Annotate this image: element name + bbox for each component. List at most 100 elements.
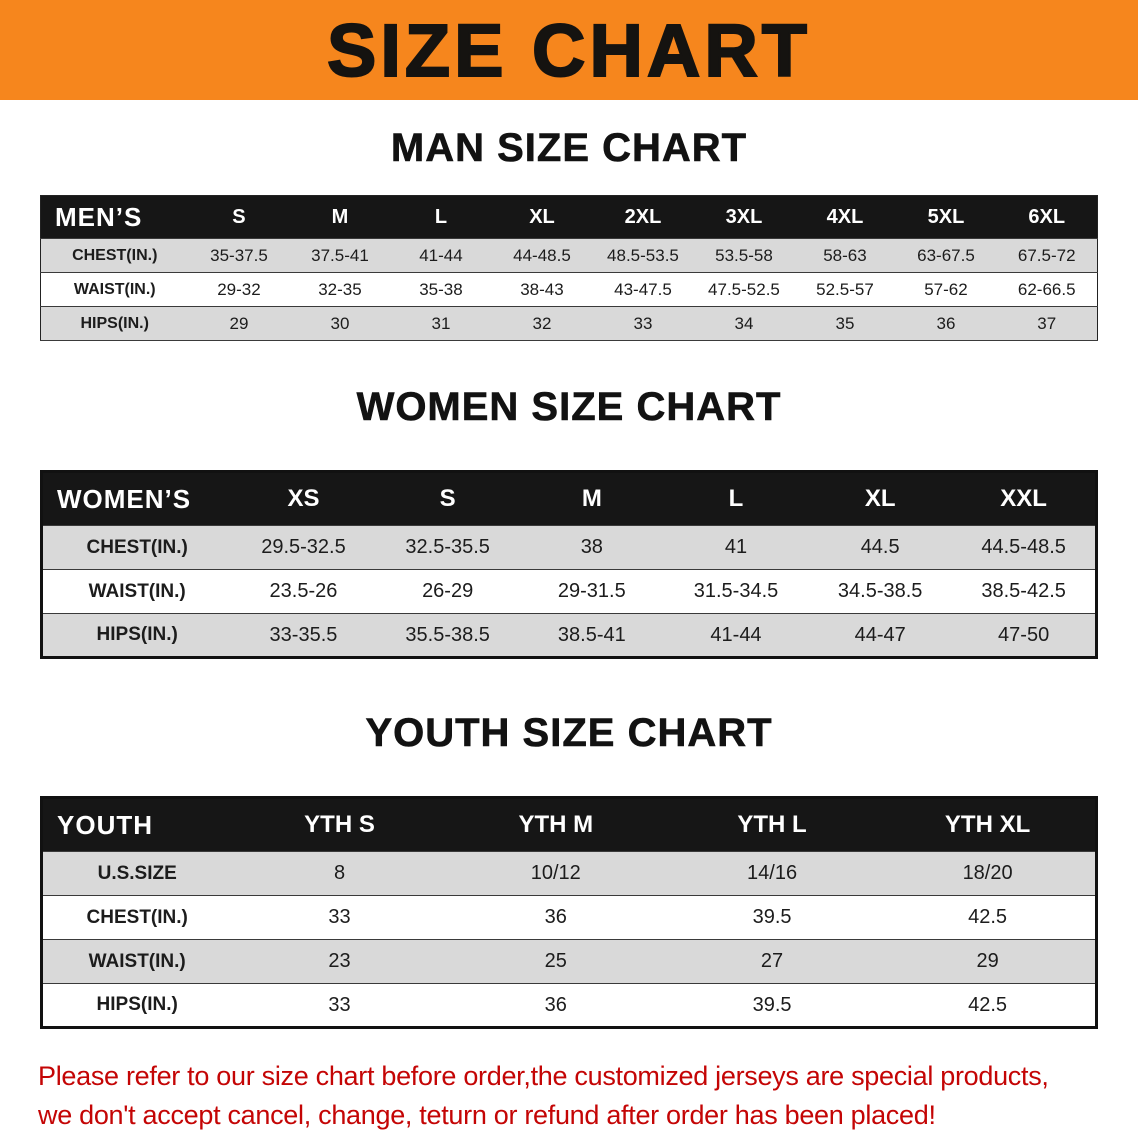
value-cell: 39.5 [663, 983, 881, 1028]
size-column-header: 6XL [996, 195, 1098, 239]
banner: SIZE CHART [0, 0, 1138, 100]
size-column-header: M [289, 195, 391, 239]
value-cell: 27 [663, 939, 881, 984]
value-cell: 23.5-26 [231, 569, 376, 614]
value-cell: 33 [231, 895, 448, 940]
value-cell: 42.5 [880, 983, 1097, 1028]
note-line-1: Please refer to our size chart before or… [38, 1061, 1049, 1091]
table-header-row: WOMEN’S XS S M L XL XXL [41, 471, 1097, 526]
value-cell: 36 [447, 895, 664, 940]
value-cell: 44-47 [808, 613, 953, 658]
value-cell: 25 [447, 939, 664, 984]
size-column-header: XL [808, 471, 953, 526]
value-cell: 35-37.5 [188, 238, 290, 273]
value-cell: 41-44 [390, 238, 492, 273]
value-cell: 57-62 [895, 272, 997, 307]
size-column-header: 5XL [895, 195, 997, 239]
row-label-cell: WAIST(IN.) [41, 939, 232, 984]
table-row: WAIST(IN.) 23.5-26 26-29 29-31.5 31.5-34.5 34… [41, 569, 1097, 614]
value-cell: 34 [693, 306, 795, 341]
table-row: CHEST(IN.) 29.5-32.5 32.5-35.5 38 41 44.5 44.5… [41, 525, 1097, 570]
size-column-header: YTH L [663, 797, 881, 852]
value-cell: 36 [447, 983, 664, 1028]
table-row: CHEST(IN.) 33 36 39.5 42.5 [41, 895, 1097, 940]
page-title: SIZE CHART [326, 8, 811, 93]
value-cell: 43-47.5 [592, 272, 694, 307]
value-cell: 63-67.5 [895, 238, 997, 273]
value-cell: 44-48.5 [491, 238, 593, 273]
youth-size-table: YOUTH YTH S YTH M YTH L YTH XL U.S.SIZE 8 10/12… [40, 796, 1098, 1029]
value-cell: 58-63 [794, 238, 896, 273]
row-label-cell: WAIST(IN.) [40, 272, 189, 307]
size-column-header: L [663, 471, 809, 526]
table-row: HIPS(IN.) 33-35.5 35.5-38.5 38.5-41 41-44 44-… [41, 613, 1097, 658]
value-cell: 32 [491, 306, 593, 341]
value-cell: 39.5 [663, 895, 881, 940]
value-cell: 26-29 [375, 569, 520, 614]
value-cell: 33-35.5 [231, 613, 376, 658]
value-cell: 38 [519, 525, 664, 570]
table-row: HIPS(IN.) 33 36 39.5 42.5 [41, 983, 1097, 1028]
size-column-header: XXL [952, 471, 1097, 526]
size-column-header: M [519, 471, 664, 526]
table-row: WAIST(IN.) 23 25 27 29 [41, 939, 1097, 984]
row-label-cell: CHEST(IN.) [41, 525, 232, 570]
value-cell: 29 [880, 939, 1097, 984]
value-cell: 38.5-41 [519, 613, 664, 658]
row-label-cell: HIPS(IN.) [40, 306, 189, 341]
row-label-cell: CHEST(IN.) [40, 238, 189, 273]
value-cell: 32-35 [289, 272, 391, 307]
men-size-table: MEN’S S M L XL 2XL 3XL 4XL 5XL 6XL CHEST(IN.) 35-37… [40, 195, 1098, 341]
table-row: CHEST(IN.) 35-37.5 37.5-41 41-44 44-48.5 48.5… [40, 238, 1098, 273]
table-row: WAIST(IN.) 29-32 32-35 35-38 38-43 43-47.5 47.… [40, 272, 1098, 307]
row-label-cell: HIPS(IN.) [41, 983, 232, 1028]
value-cell: 29-31.5 [519, 569, 664, 614]
size-column-header: 3XL [693, 195, 795, 239]
value-cell: 47-50 [952, 613, 1097, 658]
value-cell: 35-38 [390, 272, 492, 307]
value-cell: 35.5-38.5 [375, 613, 520, 658]
value-cell: 42.5 [880, 895, 1097, 940]
table-title-cell: WOMEN’S [41, 471, 232, 526]
value-cell: 29.5-32.5 [231, 525, 376, 570]
value-cell: 52.5-57 [794, 272, 896, 307]
note-line-2: we don't accept cancel, change, teturn o… [38, 1100, 936, 1131]
size-column-header: XL [491, 195, 593, 239]
women-section-heading: WOMEN SIZE CHART [356, 385, 782, 430]
value-cell: 32.5-35.5 [375, 525, 520, 570]
section-men: MAN SIZE CHART MEN’S S M L XL 2XL 3XL 4XL 5XL 6XL… [0, 126, 1138, 341]
value-cell: 37.5-41 [289, 238, 391, 273]
value-cell: 47.5-52.5 [693, 272, 795, 307]
table-title-cell: YOUTH [41, 797, 232, 852]
row-label-cell: WAIST(IN.) [41, 569, 232, 614]
value-cell: 10/12 [447, 851, 664, 896]
table-header-row: MEN’S S M L XL 2XL 3XL 4XL 5XL 6XL [40, 195, 1098, 239]
value-cell: 18/20 [880, 851, 1097, 896]
value-cell: 62-66.5 [996, 272, 1098, 307]
value-cell: 41-44 [663, 613, 809, 658]
section-youth: YOUTH SIZE CHART YOUTH YTH S YTH M YTH L YTH… [0, 711, 1138, 1029]
value-cell: 33 [592, 306, 694, 341]
size-column-header: L [390, 195, 492, 239]
value-cell: 38.5-42.5 [952, 569, 1097, 614]
size-column-header: 2XL [592, 195, 694, 239]
table-row: HIPS(IN.) 29 30 31 32 33 34 35 36 37 [40, 306, 1098, 341]
value-cell: 48.5-53.5 [592, 238, 694, 273]
value-cell: 14/16 [663, 851, 881, 896]
value-cell: 30 [289, 306, 391, 341]
size-column-header: XS [231, 471, 376, 526]
value-cell: 29 [188, 306, 290, 341]
size-column-header: S [375, 471, 520, 526]
size-column-header: 4XL [794, 195, 896, 239]
size-column-header: YTH S [231, 797, 448, 852]
men-section-heading: MAN SIZE CHART [390, 126, 748, 171]
value-cell: 35 [794, 306, 896, 341]
value-cell: 53.5-58 [693, 238, 795, 273]
value-cell: 36 [895, 306, 997, 341]
row-label-cell: CHEST(IN.) [41, 895, 232, 940]
value-cell: 38-43 [491, 272, 593, 307]
value-cell: 67.5-72 [996, 238, 1098, 273]
value-cell: 34.5-38.5 [808, 569, 953, 614]
youth-section-heading: YOUTH SIZE CHART [365, 711, 773, 756]
